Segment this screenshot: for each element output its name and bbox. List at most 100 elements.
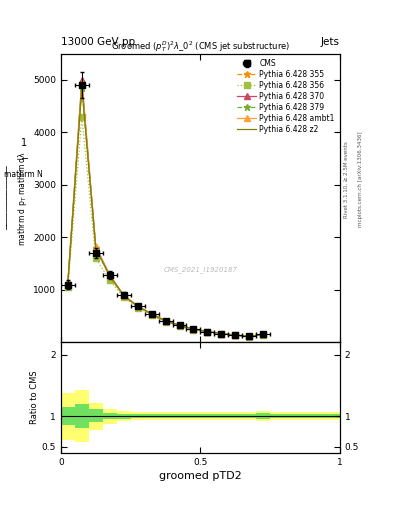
Pythia 6.428 379 xyxy=(247,333,252,339)
Pythia 6.428 370 xyxy=(66,279,70,285)
Pythia 6.428 355 xyxy=(149,311,154,317)
Pythia 6.428 z2 xyxy=(66,280,70,286)
Pythia 6.428 370 xyxy=(233,332,238,338)
Text: CMS_2021_I1920187: CMS_2021_I1920187 xyxy=(163,267,237,273)
Pythia 6.428 355 xyxy=(107,273,112,280)
Pythia 6.428 370 xyxy=(79,77,84,83)
Pythia 6.428 370 xyxy=(177,323,182,329)
Pythia 6.428 356 xyxy=(247,333,252,339)
Pythia 6.428 356 xyxy=(163,319,168,325)
Pythia 6.428 355 xyxy=(233,332,238,338)
Pythia 6.428 z2 xyxy=(261,331,266,337)
Pythia 6.428 356 xyxy=(219,331,224,337)
Pythia 6.428 379 xyxy=(233,332,238,338)
Y-axis label: mathrm d$^2$N
──────────────
mathrm d p$_T$ mathrm dλ: mathrm d$^2$N ────────────── mathrm d p$… xyxy=(0,151,29,246)
Pythia 6.428 356 xyxy=(66,284,70,290)
Pythia 6.428 355 xyxy=(247,333,252,339)
Pythia 6.428 379 xyxy=(261,331,266,337)
Pythia 6.428 370 xyxy=(135,303,140,309)
Pythia 6.428 355 xyxy=(219,331,224,337)
Pythia 6.428 379 xyxy=(163,318,168,324)
Pythia 6.428 356 xyxy=(191,327,196,333)
Pythia 6.428 ambt1 xyxy=(121,292,126,298)
Pythia 6.428 356 xyxy=(261,332,266,338)
Pythia 6.428 ambt1 xyxy=(66,281,70,287)
Pythia 6.428 ambt1 xyxy=(247,333,252,339)
Pythia 6.428 356 xyxy=(94,255,98,261)
Pythia 6.428 ambt1 xyxy=(79,79,84,86)
Pythia 6.428 z2 xyxy=(205,329,210,335)
Pythia 6.428 370 xyxy=(107,272,112,278)
Pythia 6.428 379 xyxy=(177,323,182,329)
Pythia 6.428 356 xyxy=(107,277,112,283)
Pythia 6.428 355 xyxy=(177,323,182,329)
Text: mcplots.cern.ch [arXiv:1306.3436]: mcplots.cern.ch [arXiv:1306.3436] xyxy=(358,132,364,227)
Pythia 6.428 355 xyxy=(261,331,266,337)
Pythia 6.428 ambt1 xyxy=(177,323,182,329)
Text: 13000 GeV pp: 13000 GeV pp xyxy=(61,37,135,47)
Pythia 6.428 ambt1 xyxy=(135,303,140,309)
Pythia 6.428 370 xyxy=(163,317,168,324)
Line: Pythia 6.428 379: Pythia 6.428 379 xyxy=(64,84,267,340)
Pythia 6.428 356 xyxy=(177,324,182,330)
Pythia 6.428 370 xyxy=(191,326,196,332)
Pythia 6.428 355 xyxy=(191,326,196,332)
Pythia 6.428 370 xyxy=(94,244,98,250)
Pythia 6.428 379 xyxy=(66,280,70,286)
Title: Groomed $(p_T^D)^2\lambda\_0^2$ (CMS jet substructure): Groomed $(p_T^D)^2\lambda\_0^2$ (CMS jet… xyxy=(111,39,290,54)
Line: Pythia 6.428 355: Pythia 6.428 355 xyxy=(64,82,267,340)
Pythia 6.428 379 xyxy=(79,85,84,91)
Pythia 6.428 ambt1 xyxy=(261,331,266,337)
Pythia 6.428 ambt1 xyxy=(191,326,196,332)
Pythia 6.428 ambt1 xyxy=(205,329,210,335)
Text: ─: ─ xyxy=(21,154,26,164)
Pythia 6.428 z2 xyxy=(247,333,252,339)
Text: mathrm N: mathrm N xyxy=(4,169,43,179)
Pythia 6.428 379 xyxy=(121,293,126,299)
Pythia 6.428 355 xyxy=(79,82,84,88)
Line: Pythia 6.428 z2: Pythia 6.428 z2 xyxy=(68,87,263,336)
Text: Rivet 3.1.10, ≥ 2.5M events: Rivet 3.1.10, ≥ 2.5M events xyxy=(344,141,349,218)
Pythia 6.428 z2 xyxy=(135,303,140,309)
Line: Pythia 6.428 356: Pythia 6.428 356 xyxy=(65,114,266,339)
Pythia 6.428 ambt1 xyxy=(107,272,112,279)
Line: Pythia 6.428 ambt1: Pythia 6.428 ambt1 xyxy=(65,80,266,339)
Pythia 6.428 379 xyxy=(149,311,154,317)
Pythia 6.428 356 xyxy=(205,329,210,335)
Pythia 6.428 355 xyxy=(94,245,98,251)
Pythia 6.428 370 xyxy=(121,292,126,298)
Pythia 6.428 370 xyxy=(247,333,252,339)
Pythia 6.428 356 xyxy=(135,305,140,311)
Pythia 6.428 379 xyxy=(205,329,210,335)
Pythia 6.428 z2 xyxy=(121,292,126,298)
Pythia 6.428 z2 xyxy=(163,318,168,324)
X-axis label: groomed pTD2: groomed pTD2 xyxy=(159,471,242,481)
Pythia 6.428 379 xyxy=(135,303,140,309)
Pythia 6.428 356 xyxy=(233,332,238,338)
Pythia 6.428 356 xyxy=(149,312,154,318)
Pythia 6.428 379 xyxy=(94,246,98,252)
Pythia 6.428 z2 xyxy=(219,331,224,337)
Pythia 6.428 z2 xyxy=(94,245,98,251)
Pythia 6.428 355 xyxy=(135,304,140,310)
Legend: CMS, Pythia 6.428 355, Pythia 6.428 356, Pythia 6.428 370, Pythia 6.428 379, Pyt: CMS, Pythia 6.428 355, Pythia 6.428 356,… xyxy=(235,57,336,135)
Pythia 6.428 370 xyxy=(205,329,210,335)
Pythia 6.428 355 xyxy=(121,293,126,299)
Pythia 6.428 z2 xyxy=(177,323,182,329)
Pythia 6.428 z2 xyxy=(79,84,84,90)
Y-axis label: Ratio to CMS: Ratio to CMS xyxy=(30,371,39,424)
Pythia 6.428 355 xyxy=(205,329,210,335)
Pythia 6.428 379 xyxy=(191,326,196,332)
Pythia 6.428 356 xyxy=(79,114,84,120)
Line: Pythia 6.428 370: Pythia 6.428 370 xyxy=(65,77,266,339)
Pythia 6.428 ambt1 xyxy=(149,311,154,317)
Pythia 6.428 ambt1 xyxy=(94,244,98,250)
Pythia 6.428 356 xyxy=(121,294,126,300)
Pythia 6.428 z2 xyxy=(149,311,154,317)
Pythia 6.428 370 xyxy=(219,331,224,337)
Pythia 6.428 370 xyxy=(149,311,154,317)
Pythia 6.428 z2 xyxy=(107,273,112,279)
Text: Jets: Jets xyxy=(321,37,340,47)
Pythia 6.428 z2 xyxy=(233,332,238,338)
Pythia 6.428 ambt1 xyxy=(233,332,238,338)
